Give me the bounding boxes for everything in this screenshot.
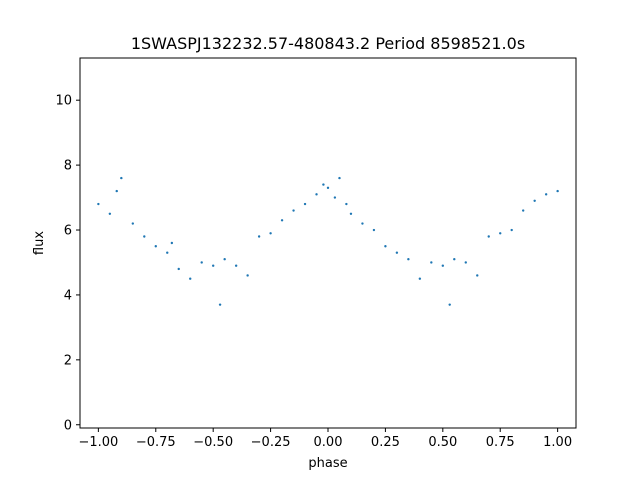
data-point (361, 222, 364, 225)
data-point (476, 274, 479, 277)
data-point (166, 251, 169, 254)
data-point (372, 228, 376, 232)
x-tick-label: −0.50 (193, 435, 233, 450)
data-point (211, 264, 215, 267)
data-point (448, 303, 451, 306)
y-tick-label: 8 (64, 159, 72, 174)
data-point (200, 261, 203, 264)
data-point (333, 196, 337, 199)
data-point (189, 277, 192, 280)
chart-title: 1SWASPJ132232.57-480843.2 Period 8598521… (131, 34, 525, 53)
data-point (292, 209, 295, 212)
y-tick-label: 6 (64, 224, 72, 239)
x-tick-label: −1.00 (78, 435, 118, 450)
data-point (430, 261, 433, 264)
data-point (97, 202, 100, 206)
x-tick-label: 0.50 (428, 435, 457, 450)
x-tick-label: 0.25 (371, 435, 400, 450)
data-point (154, 245, 157, 248)
data-point (246, 274, 249, 277)
y-axis-label: flux (32, 231, 47, 255)
data-point (218, 303, 222, 306)
data-point (338, 176, 341, 180)
data-point (441, 264, 445, 267)
data-point (315, 193, 318, 196)
data-point (108, 212, 112, 215)
data-point (143, 235, 146, 238)
data-point (418, 277, 422, 280)
data-point (115, 189, 118, 193)
y-tick-label: 0 (64, 418, 72, 433)
data-point (464, 261, 467, 264)
data-point (120, 176, 123, 180)
data-point (521, 209, 525, 212)
x-tick-label: 1.00 (543, 435, 572, 450)
data-point (499, 232, 502, 235)
x-axis-label: phase (308, 456, 347, 471)
x-tick-label: −0.25 (251, 435, 291, 450)
data-point (407, 258, 410, 261)
data-point (257, 235, 261, 238)
x-tick-label: −0.75 (136, 435, 176, 450)
x-tick-label: 0.00 (314, 435, 343, 450)
data-point (487, 235, 490, 238)
data-point (326, 186, 330, 190)
data-point (280, 219, 284, 222)
data-point (223, 258, 226, 261)
data-point (556, 189, 559, 193)
data-point (533, 199, 536, 203)
data-point (322, 183, 325, 186)
y-axis-ticks: 0 2 4 6 8 10 (55, 94, 80, 433)
data-point (303, 202, 307, 206)
data-point (269, 232, 272, 235)
data-point (453, 258, 456, 261)
y-tick-label: 2 (64, 353, 72, 368)
data-point (510, 228, 513, 232)
data-point (234, 264, 238, 267)
data-point (170, 241, 174, 245)
y-tick-label: 4 (64, 288, 72, 303)
data-point (349, 212, 353, 215)
data-point (131, 222, 135, 225)
x-tick-label: 0.75 (486, 435, 515, 450)
data-points (97, 176, 559, 306)
data-point (345, 202, 348, 206)
data-point (384, 245, 387, 248)
data-point (395, 251, 399, 254)
x-axis-ticks: −1.00 −0.75 −0.50 −0.25 0.00 0.25 0.50 0.75 1.00 (78, 428, 572, 450)
data-point (177, 267, 180, 271)
y-tick-label: 10 (55, 94, 72, 109)
plot-frame (79, 57, 577, 429)
data-point (544, 193, 548, 196)
